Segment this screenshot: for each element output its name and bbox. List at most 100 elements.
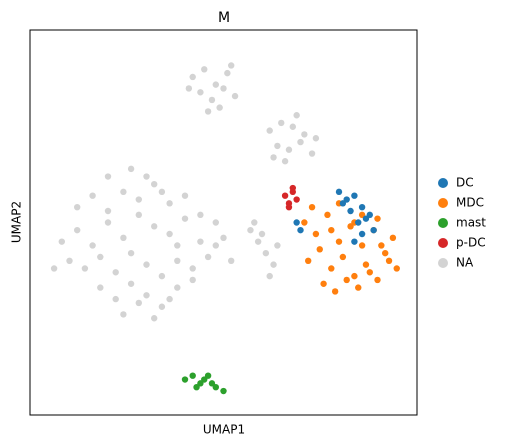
point	[193, 383, 200, 391]
point	[312, 135, 320, 142]
point	[197, 89, 204, 96]
point	[174, 284, 181, 291]
point	[166, 230, 173, 238]
point	[385, 257, 393, 264]
point	[289, 184, 296, 192]
point	[355, 219, 362, 226]
point	[266, 272, 273, 280]
legend-label: DC	[456, 176, 474, 190]
point	[185, 85, 193, 92]
point	[328, 226, 335, 234]
point	[278, 119, 285, 127]
point	[181, 376, 189, 383]
point	[120, 234, 127, 242]
point	[370, 226, 377, 234]
point	[247, 226, 254, 234]
point	[216, 104, 223, 111]
point	[166, 295, 173, 303]
point	[174, 242, 181, 249]
point	[324, 211, 331, 219]
point	[112, 269, 119, 276]
point	[204, 253, 212, 261]
point	[143, 261, 150, 268]
point	[335, 188, 343, 196]
point	[274, 142, 281, 150]
legend-label: MDC	[456, 196, 484, 210]
point	[89, 242, 96, 249]
point	[201, 376, 208, 383]
point	[251, 219, 258, 226]
point	[204, 108, 212, 115]
point	[231, 92, 239, 100]
point	[120, 188, 127, 196]
point	[181, 215, 189, 222]
point	[378, 242, 385, 249]
x-axis-label: UMAP1	[203, 423, 245, 437]
point	[127, 165, 135, 173]
point	[254, 238, 262, 245]
point	[151, 181, 158, 188]
point	[166, 200, 173, 207]
point	[66, 257, 73, 264]
point	[189, 372, 196, 379]
point	[285, 203, 293, 211]
point	[212, 219, 219, 226]
y-axis-label: UMAP2	[10, 201, 24, 243]
point	[351, 192, 358, 199]
legend-marker	[438, 258, 448, 268]
legend-label: NA	[456, 256, 474, 270]
legend-marker	[438, 218, 448, 228]
point	[120, 311, 127, 318]
point	[135, 299, 142, 307]
point	[143, 292, 150, 299]
point	[151, 315, 158, 322]
point	[289, 123, 296, 130]
point	[355, 284, 362, 291]
point	[189, 265, 196, 272]
point	[212, 81, 219, 88]
point	[316, 246, 323, 253]
point	[262, 249, 270, 257]
point	[174, 257, 181, 264]
point	[228, 62, 235, 69]
point	[351, 238, 358, 245]
point	[393, 265, 400, 272]
point	[220, 387, 227, 395]
point	[143, 173, 150, 180]
point	[189, 276, 196, 284]
point	[208, 96, 216, 104]
point	[351, 272, 358, 280]
point	[362, 261, 370, 268]
point	[358, 203, 366, 211]
point	[347, 207, 354, 215]
point	[97, 253, 104, 261]
legend-marker	[438, 198, 448, 208]
point	[208, 380, 216, 387]
point	[104, 219, 112, 226]
point	[389, 234, 397, 242]
point	[297, 226, 304, 234]
point	[104, 207, 112, 215]
point	[301, 219, 308, 226]
legend-marker	[438, 178, 448, 188]
point	[308, 150, 316, 157]
point	[270, 261, 277, 268]
point	[258, 230, 266, 238]
point	[127, 249, 135, 257]
point	[293, 112, 300, 119]
point	[301, 131, 308, 138]
point	[58, 238, 65, 245]
point	[270, 154, 277, 161]
point	[224, 69, 231, 77]
point	[382, 249, 389, 257]
point	[104, 173, 112, 180]
chart-title: M	[218, 10, 230, 26]
point	[74, 203, 81, 211]
point	[281, 158, 289, 165]
point	[266, 127, 273, 134]
point	[212, 242, 219, 249]
point	[201, 66, 208, 73]
plot-frame	[29, 29, 418, 416]
point	[189, 73, 196, 81]
